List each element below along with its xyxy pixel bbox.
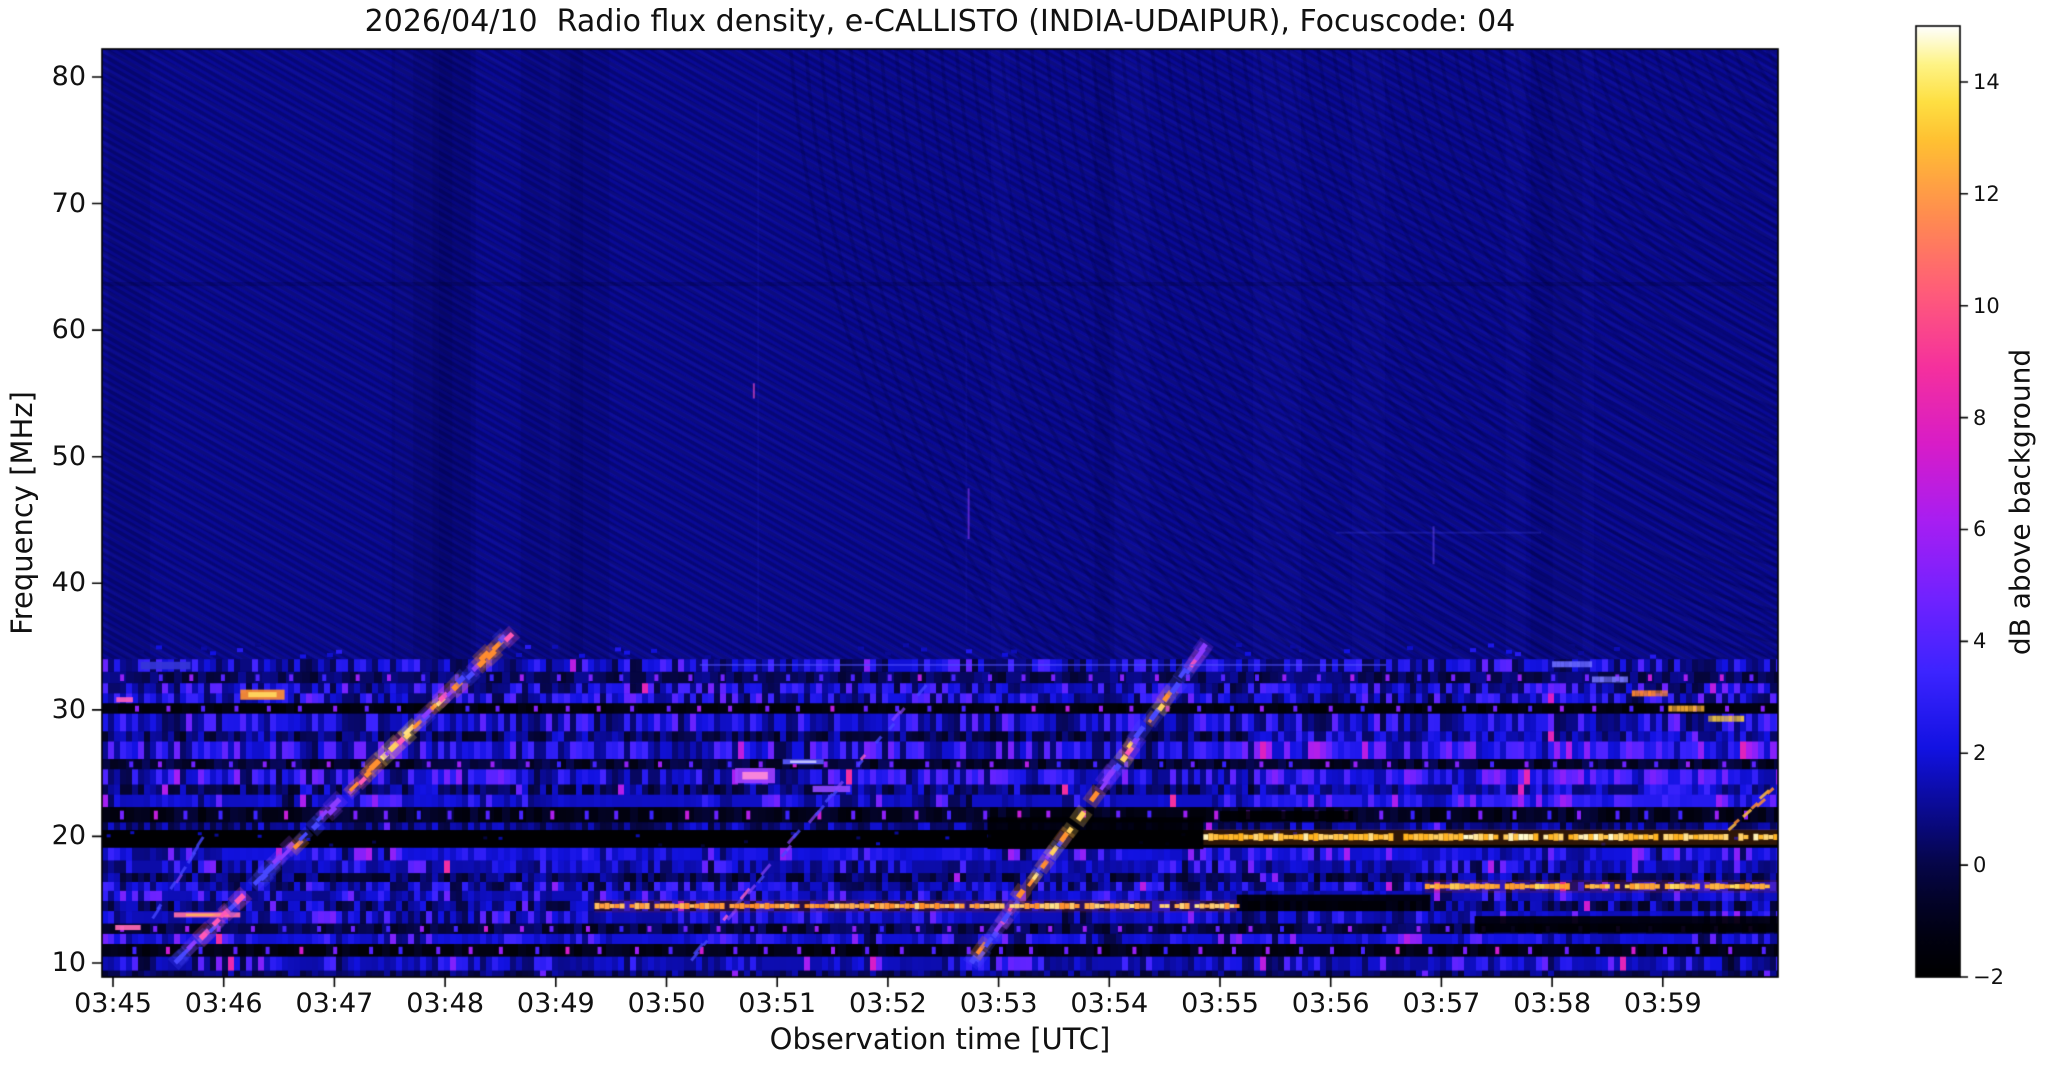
x-tick-label: 03:51 [738, 988, 817, 1019]
x-tick-label: 03:45 [74, 988, 152, 1019]
x-tick-label: 03:47 [295, 988, 374, 1019]
x-tick-label: 03:52 [848, 988, 927, 1019]
y-tick-label: 20 [51, 820, 86, 852]
x-axis-label: Observation time [UTC] [769, 1022, 1111, 1056]
x-tick-label: 03:50 [627, 988, 706, 1019]
chart-title: 2026/04/10 Radio flux density, e-CALLIST… [364, 4, 1516, 39]
x-tick-label: 03:54 [1070, 988, 1149, 1019]
y-tick-label: 10 [51, 946, 86, 978]
colorbar-tick-label: 12 [1973, 181, 2000, 206]
y-tick-label: 60 [51, 314, 86, 346]
colorbar-tick-label: 6 [1973, 517, 1987, 542]
x-tick-label: 03:57 [1402, 988, 1481, 1019]
colorbar-tick-label: 8 [1973, 405, 1987, 430]
x-tick-label: 03:58 [1513, 988, 1591, 1019]
x-tick-label: 03:48 [406, 988, 484, 1019]
x-tick-label: 03:46 [184, 988, 263, 1019]
x-tick-label: 03:55 [1181, 988, 1259, 1019]
colorbar-tick-label: 14 [1973, 69, 2000, 94]
y-tick-label: 50 [51, 440, 86, 472]
colorbar-tick-label: 10 [1973, 293, 2000, 318]
colorbar-tick-label: 4 [1973, 629, 1987, 654]
x-tick-label: 03:59 [1623, 988, 1702, 1019]
x-tick-label: 03:49 [516, 988, 595, 1019]
colorbar-tick-label: −2 [1973, 965, 2004, 989]
x-tick-label: 03:53 [959, 988, 1038, 1019]
y-axis-label: Frequency [MHz] [5, 391, 39, 635]
x-tick-label: 03:56 [1291, 988, 1370, 1019]
colorbar-label: dB above background [2003, 348, 2037, 656]
y-tick-label: 80 [51, 61, 86, 92]
y-tick-label: 70 [51, 187, 86, 219]
colorbar-tick-label: 0 [1973, 853, 1987, 878]
y-tick-label: 30 [51, 693, 86, 725]
colorbar-tick-label: 2 [1973, 741, 1987, 766]
y-tick-label: 40 [51, 567, 86, 599]
